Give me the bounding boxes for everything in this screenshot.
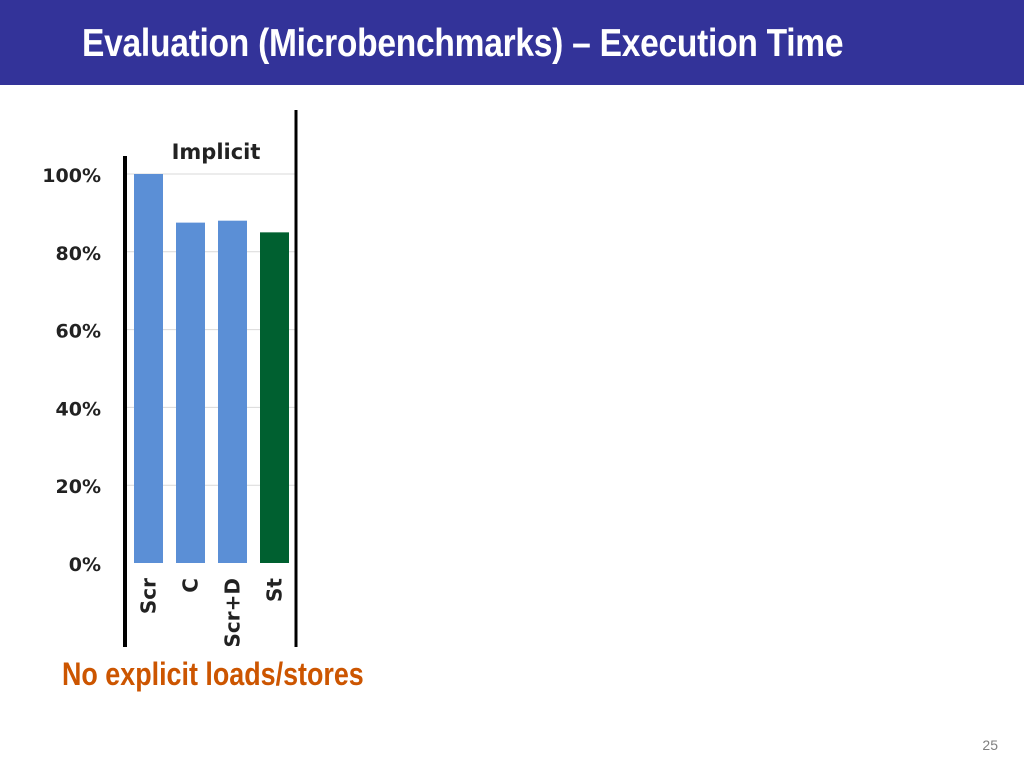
bars <box>134 174 289 563</box>
title-bar: Evaluation (Microbenchmarks) – Execution… <box>0 0 1024 85</box>
bar-scr <box>134 174 163 563</box>
y-tick-label: 20% <box>56 476 101 498</box>
x-tick-label: Scr+D <box>221 578 245 647</box>
bar-chart: 0% 20% 40% 60% 80% 100% Scr C Scr+D St Implicit <box>42 110 298 648</box>
x-axis-labels: Scr C Scr+D St <box>137 578 287 648</box>
y-tick-label: 80% <box>56 243 101 265</box>
x-tick-label: St <box>263 578 287 602</box>
bar-st <box>260 232 289 563</box>
y-tick-label: 60% <box>56 321 101 343</box>
slide-title: Evaluation (Microbenchmarks) – Execution… <box>82 22 844 65</box>
bar-c <box>176 222 205 563</box>
x-tick-label: C <box>179 578 203 593</box>
bar-scr-d <box>218 220 247 563</box>
page-number: 25 <box>982 737 998 753</box>
y-axis-labels: 0% 20% 40% 60% 80% 100% <box>42 165 101 576</box>
y-tick-label: 100% <box>42 165 101 187</box>
x-tick-label: Scr <box>137 578 161 614</box>
chart-title: Implicit <box>172 140 261 164</box>
y-tick-label: 0% <box>69 554 101 576</box>
footer-note: No explicit loads/stores <box>62 656 364 692</box>
y-tick-label: 40% <box>56 398 101 420</box>
